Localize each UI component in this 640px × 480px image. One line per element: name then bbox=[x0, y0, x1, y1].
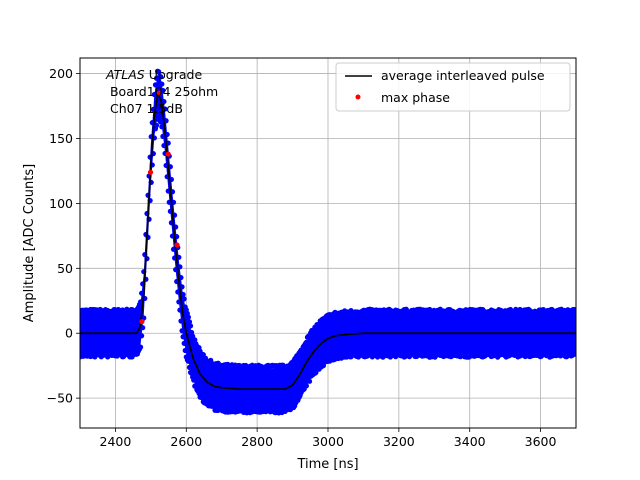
noise-point bbox=[303, 383, 309, 389]
noise-point bbox=[181, 340, 187, 346]
noise-point bbox=[182, 347, 188, 354]
max-phase-point bbox=[147, 169, 154, 175]
noise-point bbox=[140, 325, 146, 331]
noise-point bbox=[572, 308, 576, 314]
noise-point bbox=[306, 378, 313, 384]
noise-point bbox=[186, 364, 193, 370]
noise-point bbox=[572, 350, 576, 357]
y-tick-label: 150 bbox=[49, 131, 73, 146]
noise-point bbox=[153, 122, 160, 128]
noise-point bbox=[187, 323, 194, 329]
noise-point bbox=[177, 264, 183, 270]
noise-point bbox=[177, 307, 183, 313]
noise-point bbox=[158, 119, 164, 125]
noise-point bbox=[156, 114, 162, 120]
annotation-line-1: ATLAS Upgrade bbox=[105, 67, 202, 82]
noise-points bbox=[80, 68, 576, 416]
legend-box bbox=[335, 62, 571, 112]
x-axis-label: Time [ns] bbox=[296, 457, 358, 472]
noise-point bbox=[180, 291, 186, 298]
x-tick-label: 2400 bbox=[100, 434, 132, 449]
noise-point bbox=[179, 284, 185, 290]
legend-label-maxphase: max phase bbox=[381, 90, 450, 105]
noise-point bbox=[151, 91, 157, 98]
noise-point bbox=[161, 142, 167, 149]
max-phase-point bbox=[156, 90, 162, 96]
noise-point bbox=[185, 314, 192, 320]
x-tick-label: 3000 bbox=[312, 434, 344, 449]
noise-point bbox=[180, 334, 186, 340]
y-tick-label: 50 bbox=[57, 261, 73, 276]
y-tick-label: 100 bbox=[49, 196, 73, 211]
x-tick-label: 3400 bbox=[454, 434, 486, 449]
series-layer bbox=[80, 68, 576, 416]
max-phase-point bbox=[139, 318, 145, 325]
noise-point bbox=[185, 358, 192, 364]
noise-point bbox=[156, 69, 162, 75]
legend-swatch-dot bbox=[355, 94, 361, 100]
noise-point bbox=[176, 254, 182, 260]
noise-point bbox=[160, 133, 166, 139]
legend: average interleaved pulse max phase bbox=[335, 62, 571, 112]
annotation: ATLAS Upgrade Board104 25ohm Ch07 1.5dB bbox=[105, 67, 218, 116]
x-tick-label: 2800 bbox=[241, 434, 273, 449]
noise-point bbox=[191, 377, 197, 383]
noise-point bbox=[176, 299, 182, 305]
legend-label-pulse: average interleaved pulse bbox=[381, 68, 545, 83]
noise-point bbox=[161, 98, 167, 105]
noise-point bbox=[186, 319, 193, 325]
noise-point bbox=[192, 337, 198, 343]
noise-point bbox=[158, 74, 164, 80]
noise-point bbox=[152, 82, 159, 88]
noise-point bbox=[175, 289, 181, 295]
noise-point bbox=[162, 106, 168, 112]
noise-point bbox=[178, 274, 184, 281]
noise-point bbox=[303, 339, 309, 345]
average-pulse-line bbox=[80, 92, 576, 390]
noise-point bbox=[178, 318, 184, 324]
x-tick-label: 2600 bbox=[170, 434, 202, 449]
noise-point bbox=[139, 333, 145, 339]
noise-point bbox=[163, 118, 169, 124]
annotation-line-2: Board104 25ohm bbox=[106, 84, 218, 99]
x-tick-label: 3200 bbox=[383, 434, 415, 449]
y-tick-label: −50 bbox=[47, 391, 73, 406]
noise-point bbox=[137, 344, 144, 350]
noise-point bbox=[159, 81, 165, 87]
x-axis: 2400 2600 2800 3000 3200 3400 3600 bbox=[100, 428, 557, 449]
x-tick-label: 3600 bbox=[525, 434, 557, 449]
noise-point bbox=[159, 124, 165, 130]
noise-point bbox=[137, 299, 144, 305]
noise-point bbox=[181, 296, 187, 302]
grid bbox=[80, 58, 576, 428]
y-tick-label: 200 bbox=[49, 66, 73, 81]
max-phase-point bbox=[174, 242, 180, 248]
annotation-line-3: Ch07 1.5dB bbox=[106, 101, 183, 116]
y-axis: −50 0 50 100 150 200 bbox=[47, 66, 80, 406]
y-axis-label: Amplitude [ADC Counts] bbox=[22, 164, 37, 322]
max-phase-point bbox=[165, 151, 171, 157]
noise-point bbox=[193, 382, 199, 388]
y-tick-label: 0 bbox=[65, 326, 73, 341]
noise-point bbox=[179, 328, 185, 334]
noise-band bbox=[80, 72, 576, 410]
